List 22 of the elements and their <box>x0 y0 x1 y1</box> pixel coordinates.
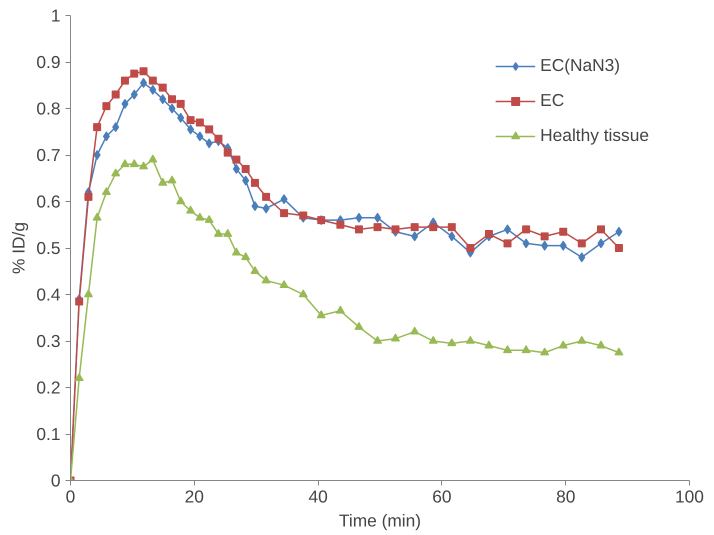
y-tick-label: 1 <box>50 6 61 26</box>
x-tick-label: 40 <box>308 486 328 506</box>
y-tick-label: 0.3 <box>36 331 61 351</box>
x-tick-label: 80 <box>556 486 576 506</box>
legend-label: EC <box>540 90 564 111</box>
y-tick-label: 0.5 <box>36 238 61 258</box>
y-tick-label: 0 <box>50 470 61 490</box>
x-axis-title: Time (min) <box>338 510 422 530</box>
y-tick-label: 0.8 <box>36 98 61 118</box>
x-tick-label: 60 <box>432 486 452 506</box>
y-axis-title: % ID/g <box>8 222 28 274</box>
y-tick-label: 0.2 <box>36 378 61 398</box>
x-tick-label: 100 <box>675 486 704 506</box>
y-tick-label: 0.7 <box>36 145 61 165</box>
legend-label: Healthy tissue <box>540 125 649 146</box>
x-tick-label: 20 <box>184 486 204 506</box>
y-tick-label: 0.9 <box>36 52 61 72</box>
y-tick-label: 0.4 <box>36 284 61 304</box>
y-tick-label: 0.6 <box>36 192 61 212</box>
y-tick-label: 0.1 <box>36 424 61 444</box>
legend-label: EC(NaN3) <box>540 55 620 76</box>
x-tick-label: 0 <box>66 486 76 506</box>
